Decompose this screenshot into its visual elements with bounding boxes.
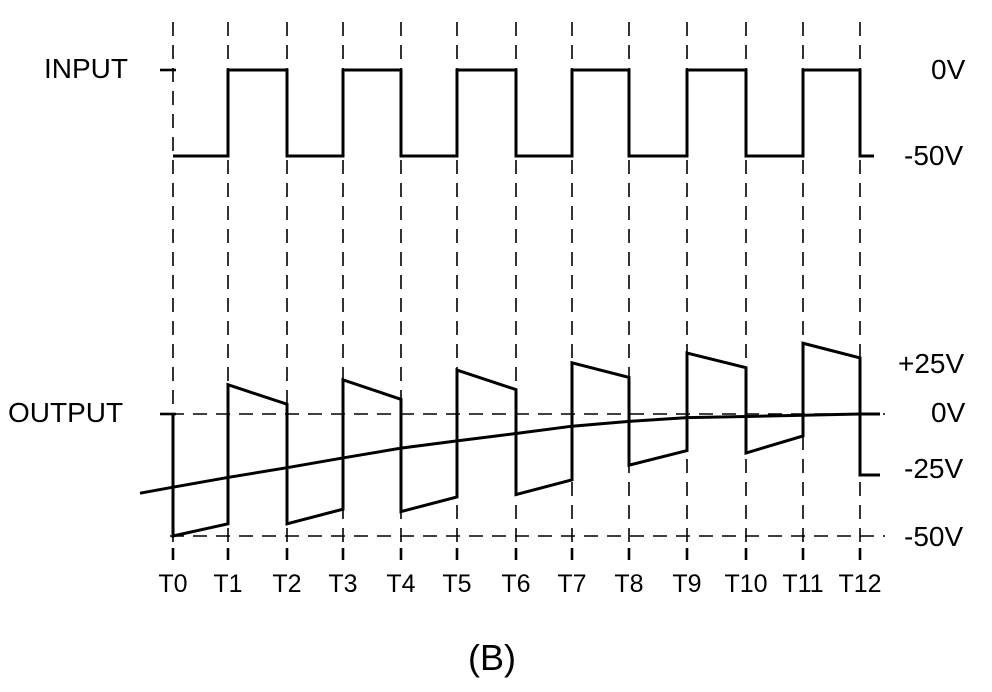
output-minus50-voltage: -50V: [904, 521, 963, 552]
output-minus25-voltage: -25V: [904, 453, 963, 484]
output-zero-voltage: 0V: [931, 397, 966, 428]
input-high-voltage: 0V: [931, 54, 966, 85]
time-label-t5: T5: [442, 570, 471, 598]
time-label-t7: T7: [557, 570, 586, 598]
time-label-t10: T10: [724, 570, 767, 598]
input-label: INPUT: [44, 53, 128, 84]
voltage-guides: [170, 413, 885, 537]
input-waveform: [173, 68, 874, 158]
output-label: OUTPUT: [8, 397, 123, 428]
time-labels: T0 T1 T2 T3 T4 T5 T6 T7 T8 T9 T10 T11 T12: [158, 570, 881, 598]
input-low-voltage: -50V: [904, 140, 963, 171]
average-curve: [139, 412, 880, 495]
time-label-t2: T2: [272, 570, 301, 598]
figure-caption: (B): [468, 637, 516, 678]
time-label-t0: T0: [158, 570, 187, 598]
time-label-t1: T1: [213, 570, 242, 598]
time-label-t3: T3: [328, 570, 357, 598]
output-waveform: [171, 341, 880, 538]
axis-ticks: [160, 68, 862, 560]
time-label-t4: T4: [386, 570, 415, 598]
time-label-t6: T6: [501, 570, 530, 598]
output-plus25-voltage: +25V: [898, 348, 964, 379]
time-label-t8: T8: [614, 570, 643, 598]
time-label-t9: T9: [672, 570, 701, 598]
time-label-t12: T12: [838, 570, 881, 598]
time-label-t11: T11: [782, 570, 823, 598]
